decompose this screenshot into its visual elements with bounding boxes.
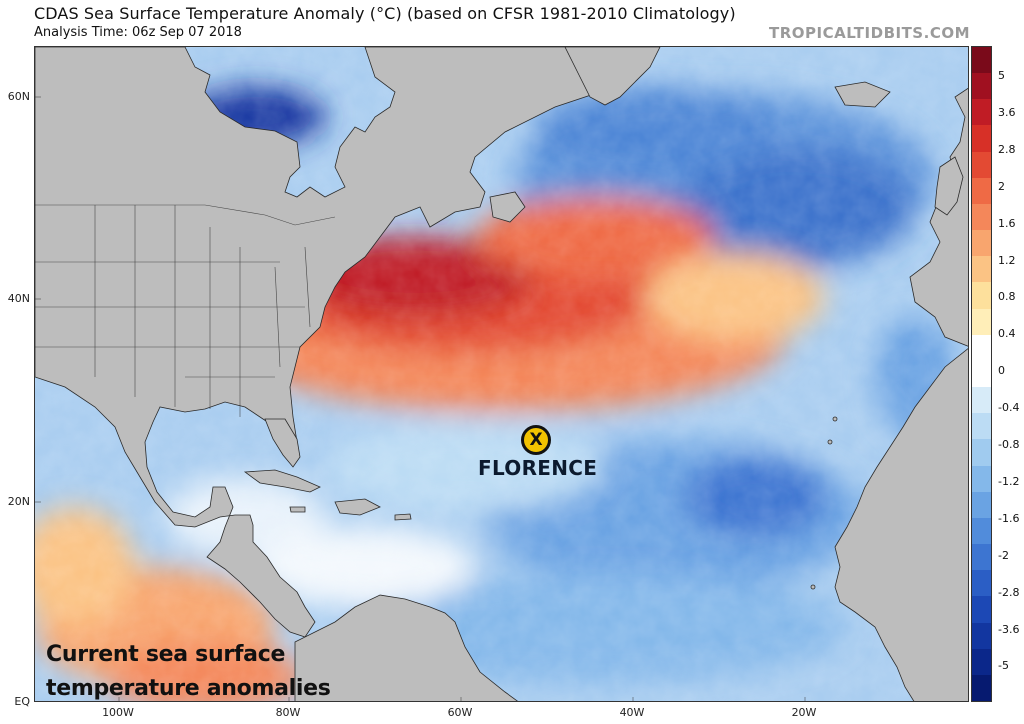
colorbar-cell [972, 596, 991, 624]
hispaniola-land [334, 498, 381, 516]
lon-label-60w: 60W [447, 706, 473, 719]
colorbar-cell [972, 334, 991, 362]
analysis-time: Analysis Time: 06z Sep 07 2018 [34, 25, 242, 40]
colorbar-cell [972, 491, 991, 519]
annotation-caption: Current sea surface temperature anomalie… [46, 638, 331, 706]
graticule [35, 96, 806, 701]
north-america-land [35, 47, 636, 638]
lon-label-80w: 80W [275, 706, 301, 719]
colorbar-cell [972, 203, 991, 231]
colorbar-cell [972, 517, 991, 545]
colorbar-cell [972, 544, 991, 571]
lon-label-40w: 40W [619, 706, 645, 719]
iceland-land [834, 81, 891, 108]
newfoundland-land [489, 191, 526, 223]
colorbar-cell [972, 125, 991, 153]
colorbar-tick-label: 0.4 [998, 327, 1016, 341]
annotation-line-1: Current sea surface [46, 642, 286, 667]
colorbar-tick-label: -3.6 [998, 622, 1020, 636]
colorbar-cell [972, 99, 991, 126]
colorbar-tick-label: 3.6 [998, 105, 1016, 119]
colorbar-cell [972, 73, 991, 100]
colorbar-cell [972, 360, 991, 388]
annotation-line-2: temperature anomalies [46, 676, 331, 701]
florida-land [264, 418, 301, 468]
colorbar-cell [972, 674, 991, 702]
jamaica-land [289, 506, 306, 513]
land-masses [35, 47, 968, 701]
south-america-land [294, 594, 518, 701]
colorbar-tick-label: 5 [998, 69, 1005, 82]
lat-label-eq: EQ [14, 695, 30, 708]
political-boundaries [35, 204, 336, 417]
colorbar-cell [972, 413, 991, 440]
colorbar-tick-label: 0.8 [998, 290, 1016, 304]
colorbar-tick-label: -5 [998, 659, 1009, 673]
colorbar-tick-label: -1.2 [998, 474, 1020, 488]
colorbar-cell [972, 387, 991, 414]
storm-marker-symbol: X [529, 430, 543, 450]
lat-label-40n: 40N [7, 292, 30, 305]
colorbar-cell [972, 648, 991, 676]
colorbar-cell [972, 177, 991, 205]
colorbar-tick-label: -2.8 [998, 585, 1020, 599]
lon-label-20w: 20W [791, 706, 817, 719]
europe-land [909, 87, 968, 347]
brand-watermark: TROPICALTIDBITS.COM [769, 24, 970, 42]
sst-anomaly-map [34, 46, 969, 702]
lat-label-20n: 20N [7, 495, 30, 508]
africa-land [834, 348, 968, 701]
lat-label-60n: 60N [7, 90, 30, 103]
colorbar-cell [972, 465, 991, 493]
colorbar-tick-label: 0 [998, 364, 1005, 378]
colorbar-cell [972, 282, 991, 310]
colorbar-tick-label: 2 [998, 179, 1005, 193]
colorbar-tick-label: -0.8 [998, 438, 1020, 451]
cuba-land [243, 469, 321, 493]
colorbar-cell [972, 622, 991, 650]
colorbar-tick-label: -1.6 [998, 511, 1020, 525]
colorbar-cell [972, 570, 991, 597]
lon-label-100w: 100W [102, 706, 134, 719]
british-isles-land [934, 156, 964, 216]
colorbar-cell [972, 230, 991, 257]
colorbar-tick-label: 2.8 [998, 142, 1016, 156]
colorbar-tick-label: -2 [998, 548, 1009, 562]
colorbar [971, 46, 992, 702]
colorbar-tick-label: 1.6 [998, 216, 1016, 230]
storm-marker-icon: X [521, 425, 551, 455]
colorbar-cell [972, 47, 991, 74]
colorbar-tick-label: -0.4 [998, 401, 1020, 415]
chart-title: CDAS Sea Surface Temperature Anomaly (°C… [34, 4, 736, 23]
colorbar-cell [972, 439, 991, 467]
colorbar-cell [972, 308, 991, 336]
colorbar-tick-label: 1.2 [998, 253, 1016, 267]
storm-name-label: FLORENCE [478, 456, 598, 480]
map-canvas [35, 47, 968, 701]
greenland-land [564, 47, 661, 106]
colorbar-cell [972, 151, 991, 179]
colorbar-cell [972, 256, 991, 283]
puerto-rico-land [394, 513, 412, 521]
